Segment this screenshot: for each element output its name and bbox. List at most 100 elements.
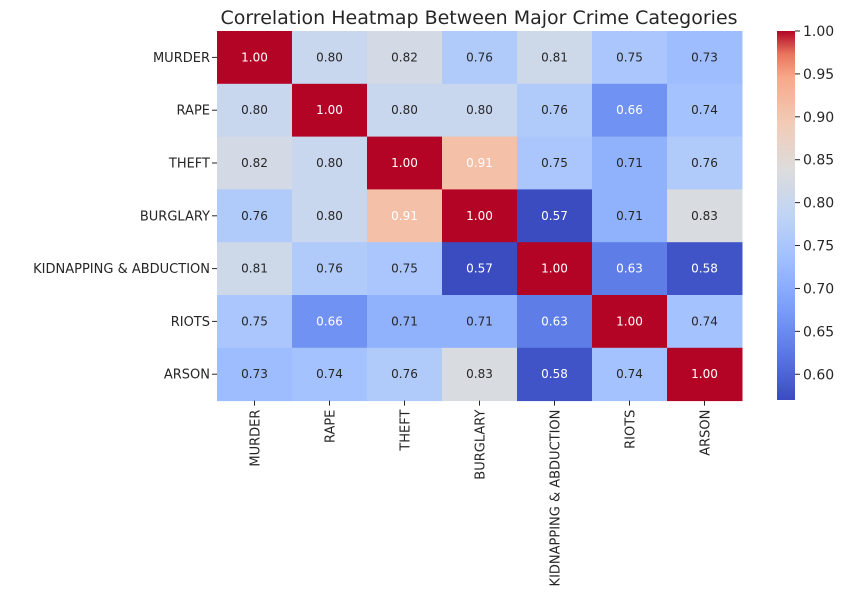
heatmap-cell <box>442 136 518 190</box>
cell-value-label: 0.58 <box>541 367 568 381</box>
cell-value-label: 0.91 <box>391 209 418 223</box>
heatmap-cell <box>217 31 293 85</box>
heatmap-cell <box>442 189 518 243</box>
row-tick-labels: MURDER RAPE THEFT BURGLARY KIDNAPPING & ABDU… <box>33 51 217 383</box>
column-tick-label: BURGLARY <box>474 410 489 480</box>
cell-value-label: 0.76 <box>691 156 718 170</box>
cell-value-label: 0.83 <box>466 367 493 381</box>
cell-value-label: 0.80 <box>316 156 343 170</box>
heatmap-cell <box>667 295 743 349</box>
heatmap-cell <box>517 31 593 85</box>
cell-value-label: 0.81 <box>241 262 268 276</box>
cell-value-label: 0.80 <box>241 103 268 117</box>
heatmap-cell <box>367 136 443 190</box>
colorbar-tick-label: 1.00 <box>803 24 834 40</box>
column-tick-label: RAPE <box>324 410 339 443</box>
heatmap-cell <box>517 189 593 243</box>
heatmap-cell <box>517 295 593 349</box>
cell-value-label: 0.57 <box>466 262 493 276</box>
cell-value-label: 0.75 <box>616 50 643 64</box>
heatmap-cell <box>592 31 668 85</box>
heatmap-cell <box>517 242 593 296</box>
cell-value-label: 0.75 <box>541 156 568 170</box>
cell-value-label: 0.74 <box>616 367 643 381</box>
cell-value-label: 1.00 <box>616 314 643 328</box>
cell-value-label: 0.82 <box>241 156 268 170</box>
heatmap-cell <box>292 136 368 190</box>
cell-value-label: 0.80 <box>316 50 343 64</box>
heatmap-cell <box>667 83 743 138</box>
cell-value-label: 0.80 <box>466 103 493 117</box>
cell-value-label: 0.57 <box>541 209 568 223</box>
cell-value-label: 0.74 <box>316 367 343 381</box>
heatmap-cell <box>217 242 293 296</box>
heatmap-cell <box>367 83 443 138</box>
heatmap-cell <box>367 347 443 402</box>
heatmap-cell <box>592 83 668 138</box>
heatmap-cell <box>592 136 668 190</box>
cell-value-label: 0.73 <box>241 367 268 381</box>
row-tick-label: MURDER <box>153 51 210 66</box>
cell-value-label: 1.00 <box>466 209 493 223</box>
row-tick-label: RIOTS <box>171 315 210 330</box>
cell-value-label: 0.71 <box>616 156 643 170</box>
heatmap-cell <box>442 347 518 402</box>
heatmap-cell <box>667 31 743 85</box>
column-tick-labels: MURDER RAPE THEFT BURGLARY KIDNAPPING & ABDU… <box>249 400 714 586</box>
heatmap-cell <box>442 83 518 138</box>
column-tick-label: THEFT <box>399 410 414 452</box>
heatmap-cells: 1.00 0.80 0.82 0.76 0.81 0.75 0.73 0.80 1.00 0.80… <box>217 31 743 402</box>
colorbar-tick-label: 0.60 <box>803 367 834 383</box>
cell-value-label: 0.74 <box>691 314 718 328</box>
cell-value-label: 0.76 <box>466 50 493 64</box>
heatmap-cell <box>592 295 668 349</box>
cell-value-label: 0.76 <box>391 367 418 381</box>
heatmap-cell <box>292 189 368 243</box>
heatmap-cell <box>217 347 293 402</box>
colorbar-tick-label: 0.90 <box>803 110 834 126</box>
cell-value-label: 0.71 <box>391 314 418 328</box>
row-tick-label: RAPE <box>177 104 210 119</box>
row-tick-label: ARSON <box>164 368 210 383</box>
cell-value-label: 0.76 <box>241 209 268 223</box>
cell-value-label: 1.00 <box>316 103 343 117</box>
cell-value-label: 1.00 <box>691 367 718 381</box>
colorbar-tick-label: 0.85 <box>803 153 834 169</box>
heatmap-cell <box>517 83 593 138</box>
cell-value-label: 0.80 <box>391 103 418 117</box>
heatmap-cell <box>592 347 668 402</box>
heatmap-cell <box>592 189 668 243</box>
heatmap-cell <box>217 189 293 243</box>
column-tick-label: MURDER <box>249 410 264 467</box>
cell-value-label: 0.74 <box>691 103 718 117</box>
colorbar-tick-label: 0.75 <box>803 239 834 255</box>
heatmap-cell <box>442 295 518 349</box>
cell-value-label: 0.58 <box>691 262 718 276</box>
colorbar-tick-label: 0.65 <box>803 324 834 340</box>
heatmap-cell <box>217 83 293 138</box>
heatmap-cell <box>367 189 443 243</box>
heatmap-cell <box>292 31 368 85</box>
heatmap-cell <box>292 83 368 138</box>
colorbar-tick-label: 0.95 <box>803 67 834 83</box>
row-tick-label: KIDNAPPING & ABDUCTION <box>33 262 210 277</box>
cell-value-label: 0.75 <box>241 314 268 328</box>
cell-value-label: 0.71 <box>616 209 643 223</box>
heatmap-cell <box>667 242 743 296</box>
cell-value-label: 0.63 <box>541 314 568 328</box>
chart-title: Correlation Heatmap Between Major Crime … <box>220 7 737 29</box>
cell-value-label: 0.66 <box>316 314 343 328</box>
cell-value-label: 1.00 <box>391 156 418 170</box>
heatmap-cell <box>217 136 293 190</box>
heatmap-cell <box>517 347 593 402</box>
heatmap-cell <box>667 189 743 243</box>
heatmap-cell <box>442 31 518 85</box>
heatmap-cell <box>292 295 368 349</box>
cell-value-label: 0.83 <box>691 209 718 223</box>
cell-value-label: 0.75 <box>391 262 418 276</box>
heatmap-cell <box>592 242 668 296</box>
cell-value-label: 0.76 <box>316 262 343 276</box>
heatmap-cell <box>367 31 443 85</box>
heatmap-cell <box>217 295 293 349</box>
